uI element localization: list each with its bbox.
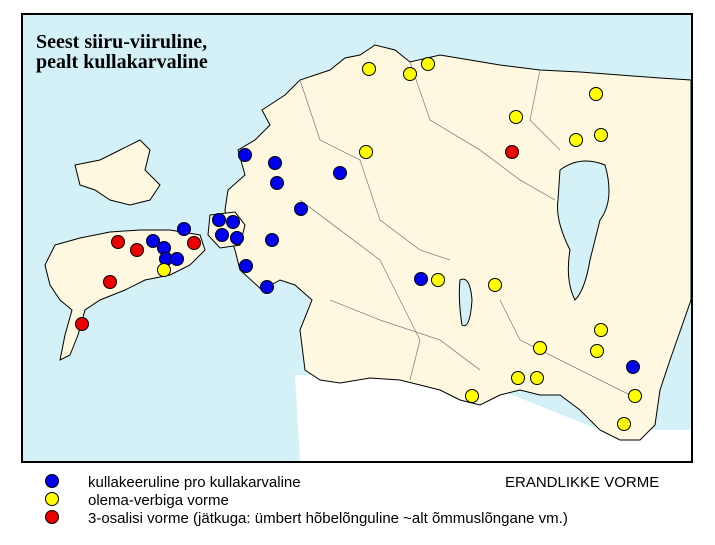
- map-dot: [170, 252, 184, 266]
- map-dot: [431, 273, 445, 287]
- map-dot: [239, 259, 253, 273]
- map-dot: [589, 87, 603, 101]
- map-dot: [505, 145, 519, 159]
- map-dot: [533, 341, 547, 355]
- map-dot: [403, 67, 417, 81]
- map-dot: [333, 166, 347, 180]
- map-dot: [421, 57, 435, 71]
- neighbour-land: [295, 375, 691, 461]
- legend-label: kullakeeruline pro kullakarvaline: [88, 474, 301, 491]
- map-dot: [130, 243, 144, 257]
- map-dot: [177, 222, 191, 236]
- map-dot: [594, 323, 608, 337]
- map-dot: [359, 145, 373, 159]
- map-dot: [75, 317, 89, 331]
- map-dot: [594, 128, 608, 142]
- map-dot: [628, 389, 642, 403]
- map-dot: [103, 275, 117, 289]
- map-dot: [212, 213, 226, 227]
- legend-dot: [45, 510, 59, 524]
- map-dot: [294, 202, 308, 216]
- map-dot: [362, 62, 376, 76]
- map-dot: [270, 176, 284, 190]
- legend-label: olema-verbiga vorme: [88, 492, 229, 509]
- map-dot: [617, 417, 631, 431]
- map-dot: [187, 236, 201, 250]
- map-dot: [230, 231, 244, 245]
- note: ERANDLIKKE VORME: [505, 474, 659, 491]
- map-dot: [146, 234, 160, 248]
- lake-peipus: [557, 160, 610, 301]
- legend-label: 3-osalisi vorme (jätkuga: ümbert hõbelõn…: [88, 510, 568, 527]
- legend-dot: [45, 474, 59, 488]
- map-dot: [226, 215, 240, 229]
- map-dot: [590, 344, 604, 358]
- map-dot: [215, 228, 229, 242]
- map-dot: [260, 280, 274, 294]
- map-dot: [511, 371, 525, 385]
- lake: [458, 278, 473, 327]
- map-dot: [268, 156, 282, 170]
- legend-dot: [45, 492, 59, 506]
- map-dot: [530, 371, 544, 385]
- title-line: pealt kullakarvaline: [36, 51, 208, 73]
- map-dot: [509, 110, 523, 124]
- map-dot: [569, 133, 583, 147]
- parish-borders: [299, 61, 641, 401]
- hiiumaa: [74, 139, 161, 206]
- map-dot: [265, 233, 279, 247]
- map-dot: [238, 148, 252, 162]
- map-dot: [157, 263, 171, 277]
- map-dot: [111, 235, 125, 249]
- title-line: Seest siiru-viiruline,: [36, 31, 207, 53]
- map-dot: [465, 389, 479, 403]
- map-dot: [626, 360, 640, 374]
- map-dot: [488, 278, 502, 292]
- dots: [75, 57, 642, 431]
- map-dot: [414, 272, 428, 286]
